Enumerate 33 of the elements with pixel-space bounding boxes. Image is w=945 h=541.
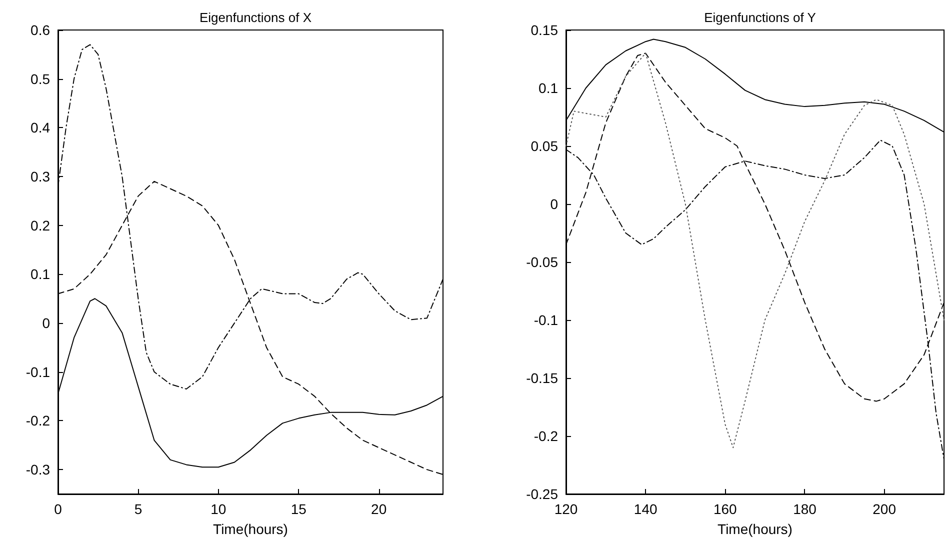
y-tick-label: -0.15 [526,370,558,386]
y-tick-label: -0.25 [526,486,558,502]
y-tick-label: -0.2 [534,428,558,444]
x-axis-title: Time(hours) [213,521,288,537]
x-tick-label: 160 [713,501,738,517]
y-tick-label: 0.2 [30,217,50,234]
x-tick-label: 20 [371,501,387,517]
y-tick-label: 0.5 [30,70,50,87]
y-tick-label: 0 [550,196,558,212]
y-tick-label: 0.15 [530,22,558,38]
x-tick-label: 15 [290,501,307,517]
y-tick-label: -0.05 [526,254,558,270]
x-tick-label: 140 [634,501,658,517]
y-tick-label: 0 [42,315,50,332]
x-tick-label: 0 [54,501,62,517]
x-axis-title: Time(hours) [718,521,792,537]
y-tick-label: -0.1 [534,312,558,328]
y-tick-label: 0.1 [30,266,50,282]
y-tick-label: 0.1 [538,80,558,96]
x-tick-label: 10 [210,501,226,517]
y-tick-label: 0.3 [30,168,50,185]
x-tick-label: 5 [134,501,142,517]
y-tick-label: -0.3 [26,462,50,478]
chart-title: Eigenfunctions of Y [704,10,816,25]
chart-title: Eigenfunctions of X [199,10,312,25]
x-tick-label: 200 [872,501,896,517]
x-tick-label: 120 [554,501,578,517]
y-tick-label: -0.2 [26,412,50,429]
y-tick-label: 0.4 [30,120,50,136]
y-tick-label: 0.05 [530,138,558,154]
x-tick-label: 180 [793,501,817,517]
y-tick-label: 0.6 [30,22,50,38]
y-tick-label: -0.1 [26,364,50,380]
